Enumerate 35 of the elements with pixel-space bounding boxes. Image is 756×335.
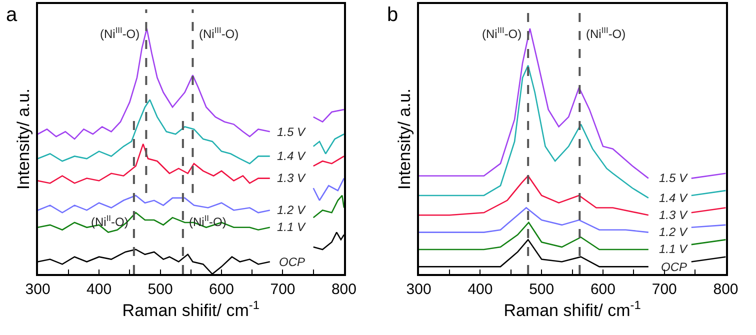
x-tick-label: 500 [148,280,173,298]
series-label: 1.4 V [277,149,306,163]
series-label: 1.1 V [659,242,688,256]
x-tick-label: 800 [713,280,738,298]
x-tick-label: 400 [86,280,112,298]
x-tick-label: 600 [208,280,234,298]
x-tick-label: 400 [468,280,493,298]
chart-title: b [387,4,398,26]
series-label: 1.5 V [277,125,306,139]
ref-line-label: (Ni$^{II}$-O) [91,213,128,230]
chart-title: a [6,4,18,26]
series-label: 1.1 V [277,220,306,234]
series-label: 1.2 V [659,225,688,239]
ref-line-label: (Ni$^{III}$-O) [586,25,626,42]
y-axis-title: Intensity/ a.u. [14,88,34,190]
x-tick-label: 300 [25,280,50,298]
series-label: 1.2 V [277,203,306,217]
series-label: 1.5 V [659,171,688,185]
series-label: 1.4 V [659,191,688,205]
ref-line-label: (Ni$^{III}$-O) [482,25,522,42]
ref-line-label: (Ni$^{III}$-O) [100,25,140,42]
x-tick-label: 700 [652,280,677,298]
x-tick-label: 800 [331,280,356,298]
series-label: 1.3 V [277,171,306,185]
x-axis-title: Raman shifit/ cm$^{-1}$ [504,298,642,320]
series-label: OCP [661,260,688,274]
x-tick-label: 300 [406,280,432,298]
series-label: OCP [279,255,306,269]
series-label: 1.3 V [659,208,688,222]
x-tick-label: 700 [270,280,296,298]
ref-line-label: (Ni$^{III}$-O) [199,25,239,42]
y-axis-title: Intensity/ a.u. [395,88,414,190]
x-axis-title: Raman shifit/ cm$^{-1}$ [122,298,260,320]
x-tick-label: 500 [529,280,554,298]
x-tick-label: 600 [590,280,616,298]
